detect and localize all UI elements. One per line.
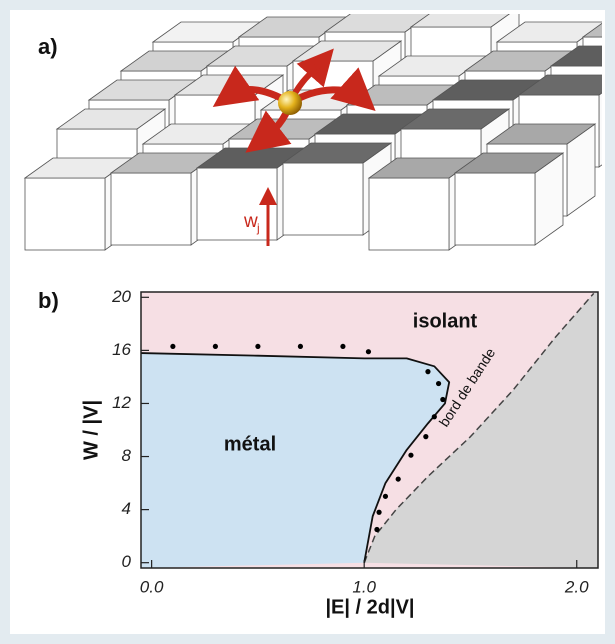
data-point [383, 494, 388, 499]
data-point [255, 344, 260, 349]
panel-label: b) [38, 288, 59, 313]
y-tick-label: 4 [122, 499, 131, 518]
data-point [366, 349, 371, 354]
particle [278, 91, 302, 115]
data-point [425, 369, 430, 374]
x-axis-label: |E| / 2d|V| [325, 596, 414, 618]
y-tick-label: 20 [111, 287, 131, 306]
cube-front [25, 178, 105, 250]
y-tick-label: 0 [122, 552, 132, 571]
y-axis-label: W / |V| [80, 400, 102, 460]
data-point [340, 344, 345, 349]
y-tick-label: 8 [122, 446, 132, 465]
panel-label: a) [38, 34, 58, 59]
cube-front [197, 168, 277, 240]
x-tick-label: 1.0 [352, 577, 376, 596]
height-subscript: j [256, 221, 260, 235]
y-tick-label: 16 [112, 340, 131, 359]
data-point [170, 344, 175, 349]
data-point [374, 527, 379, 532]
annotation: métal [224, 433, 276, 455]
data-point [440, 397, 445, 402]
annotation: isolant [413, 310, 478, 332]
cube-front [455, 173, 535, 245]
data-point [298, 344, 303, 349]
x-tick-label: 0.0 [140, 577, 164, 596]
cube-front [283, 163, 363, 235]
data-point [436, 381, 441, 386]
y-tick-label: 12 [112, 393, 131, 412]
data-point [396, 476, 401, 481]
data-point [213, 344, 218, 349]
data-point [408, 453, 413, 458]
cube-front [369, 178, 449, 250]
height-label: w [243, 211, 258, 232]
x-tick-label: 2.0 [564, 577, 589, 596]
hop-label: V [312, 59, 324, 78]
cube-front [111, 173, 191, 245]
data-point [376, 510, 381, 515]
data-point [423, 434, 428, 439]
figure: a) V w j b) |E| / 2d|V| W / |V| 0 4 8 12 16 2… [0, 0, 615, 644]
